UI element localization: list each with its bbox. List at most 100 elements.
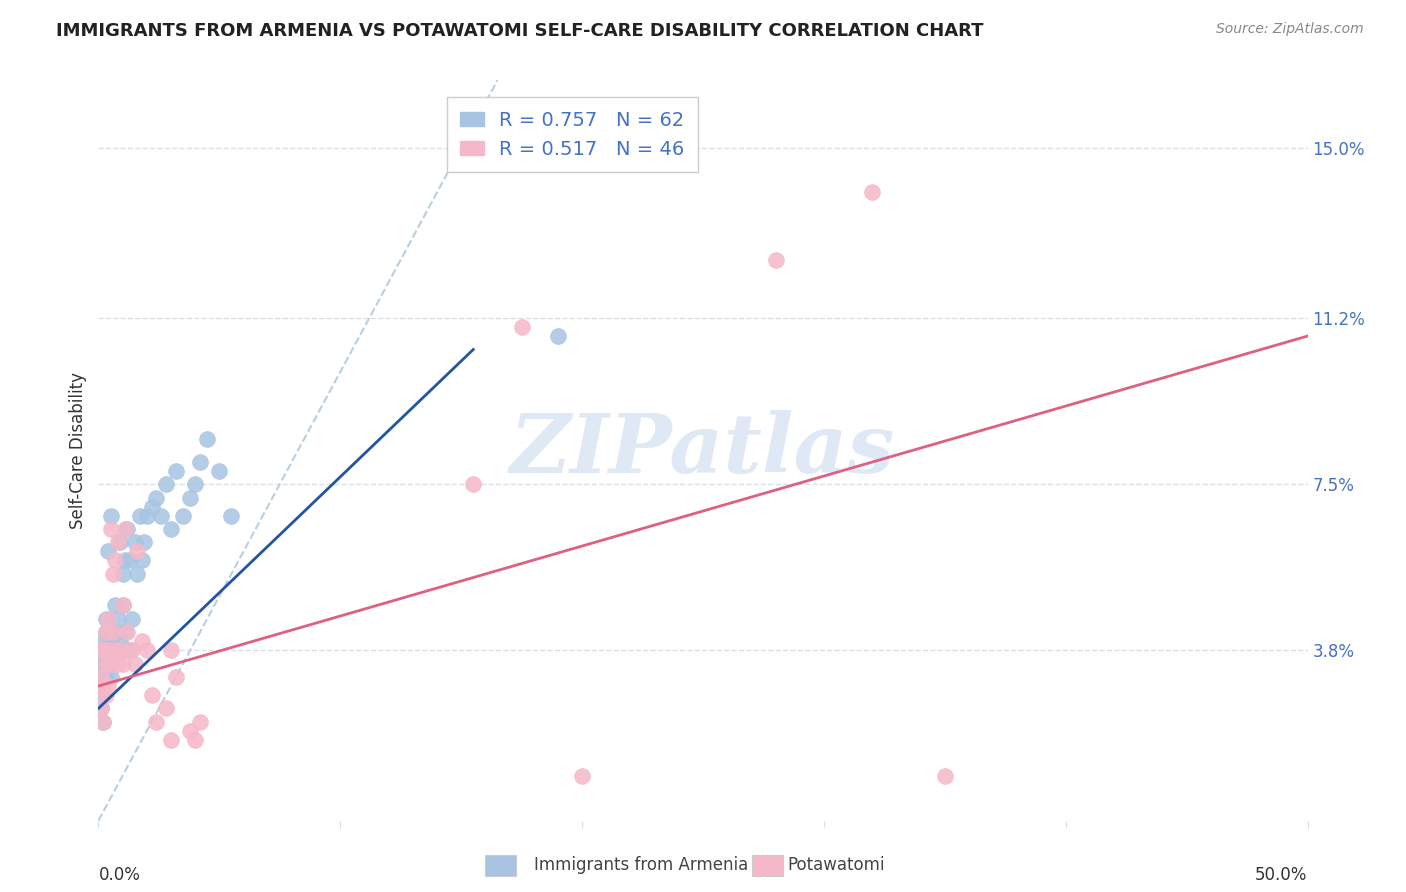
Point <box>101 643 124 657</box>
Point <box>184 732 207 747</box>
Point <box>94 625 117 640</box>
Point <box>111 643 134 657</box>
Point <box>91 714 114 729</box>
Point <box>155 477 177 491</box>
Point <box>117 625 139 640</box>
Point <box>91 657 114 671</box>
Point <box>90 701 112 715</box>
Point <box>107 657 129 671</box>
Point <box>114 553 136 567</box>
Point <box>179 491 201 505</box>
Point <box>135 643 157 657</box>
Text: Source: ZipAtlas.com: Source: ZipAtlas.com <box>1216 22 1364 37</box>
Point <box>108 535 131 549</box>
Point <box>90 679 112 693</box>
Point <box>97 612 120 626</box>
Point <box>100 670 122 684</box>
Point <box>97 657 120 671</box>
Point <box>179 723 201 738</box>
Point <box>934 769 956 783</box>
Point <box>107 535 129 549</box>
Point <box>547 329 569 343</box>
Point <box>127 566 149 581</box>
Point <box>111 599 134 613</box>
Point <box>135 508 157 523</box>
Point <box>104 625 127 640</box>
Point <box>101 625 124 640</box>
Point <box>127 544 149 558</box>
Point <box>117 643 139 657</box>
Point <box>188 455 211 469</box>
Point <box>94 643 117 657</box>
Point <box>145 714 167 729</box>
Point <box>101 625 124 640</box>
Point <box>107 612 129 626</box>
Point <box>208 464 231 478</box>
Text: ZIPatlas: ZIPatlas <box>510 410 896 491</box>
Point <box>94 612 117 626</box>
Point <box>90 643 112 657</box>
Point <box>94 643 117 657</box>
Point <box>101 566 124 581</box>
Text: IMMIGRANTS FROM ARMENIA VS POTAWATOMI SELF-CARE DISABILITY CORRELATION CHART: IMMIGRANTS FROM ARMENIA VS POTAWATOMI SE… <box>56 22 984 40</box>
Point <box>91 634 114 648</box>
Text: 50.0%: 50.0% <box>1256 865 1308 883</box>
Point <box>104 599 127 613</box>
Legend: R = 0.757   N = 62, R = 0.517   N = 46: R = 0.757 N = 62, R = 0.517 N = 46 <box>447 97 697 172</box>
Point <box>97 643 120 657</box>
Point <box>463 477 485 491</box>
Point <box>184 477 207 491</box>
Point <box>131 634 153 648</box>
Point <box>97 544 120 558</box>
Point <box>124 657 146 671</box>
Point <box>134 535 156 549</box>
Point <box>90 701 112 715</box>
Point <box>108 634 131 648</box>
Point <box>160 732 183 747</box>
Point <box>100 522 122 536</box>
Point <box>571 769 593 783</box>
Point <box>100 508 122 523</box>
Text: 0.0%: 0.0% <box>98 865 141 883</box>
Point <box>118 643 141 657</box>
Point <box>94 688 117 702</box>
Point <box>91 643 114 657</box>
Point <box>141 500 163 514</box>
Y-axis label: Self-Care Disability: Self-Care Disability <box>69 372 87 529</box>
Point <box>100 657 122 671</box>
Point <box>94 670 117 684</box>
Point <box>117 522 139 536</box>
Point <box>510 320 533 334</box>
Point <box>90 657 112 671</box>
Point <box>765 252 787 267</box>
Point <box>91 688 114 702</box>
Point <box>221 508 243 523</box>
Point <box>114 522 136 536</box>
Point <box>100 634 122 648</box>
Point <box>131 553 153 567</box>
Point <box>104 553 127 567</box>
Point <box>90 643 112 657</box>
Point <box>107 643 129 657</box>
Point <box>94 625 117 640</box>
Point <box>128 508 150 523</box>
Point <box>94 657 117 671</box>
Point <box>145 491 167 505</box>
Point <box>97 679 120 693</box>
Point <box>100 657 122 671</box>
Point <box>94 657 117 671</box>
Point <box>141 688 163 702</box>
Point <box>111 599 134 613</box>
Text: Potawatomi: Potawatomi <box>787 856 884 874</box>
Text: Immigrants from Armenia: Immigrants from Armenia <box>534 856 748 874</box>
Point <box>165 464 187 478</box>
Point <box>118 553 141 567</box>
Point <box>124 535 146 549</box>
Point <box>91 679 114 693</box>
Point <box>101 643 124 657</box>
Point <box>160 643 183 657</box>
Point <box>172 508 194 523</box>
Point <box>90 670 112 684</box>
Point <box>160 522 183 536</box>
Point <box>104 643 127 657</box>
